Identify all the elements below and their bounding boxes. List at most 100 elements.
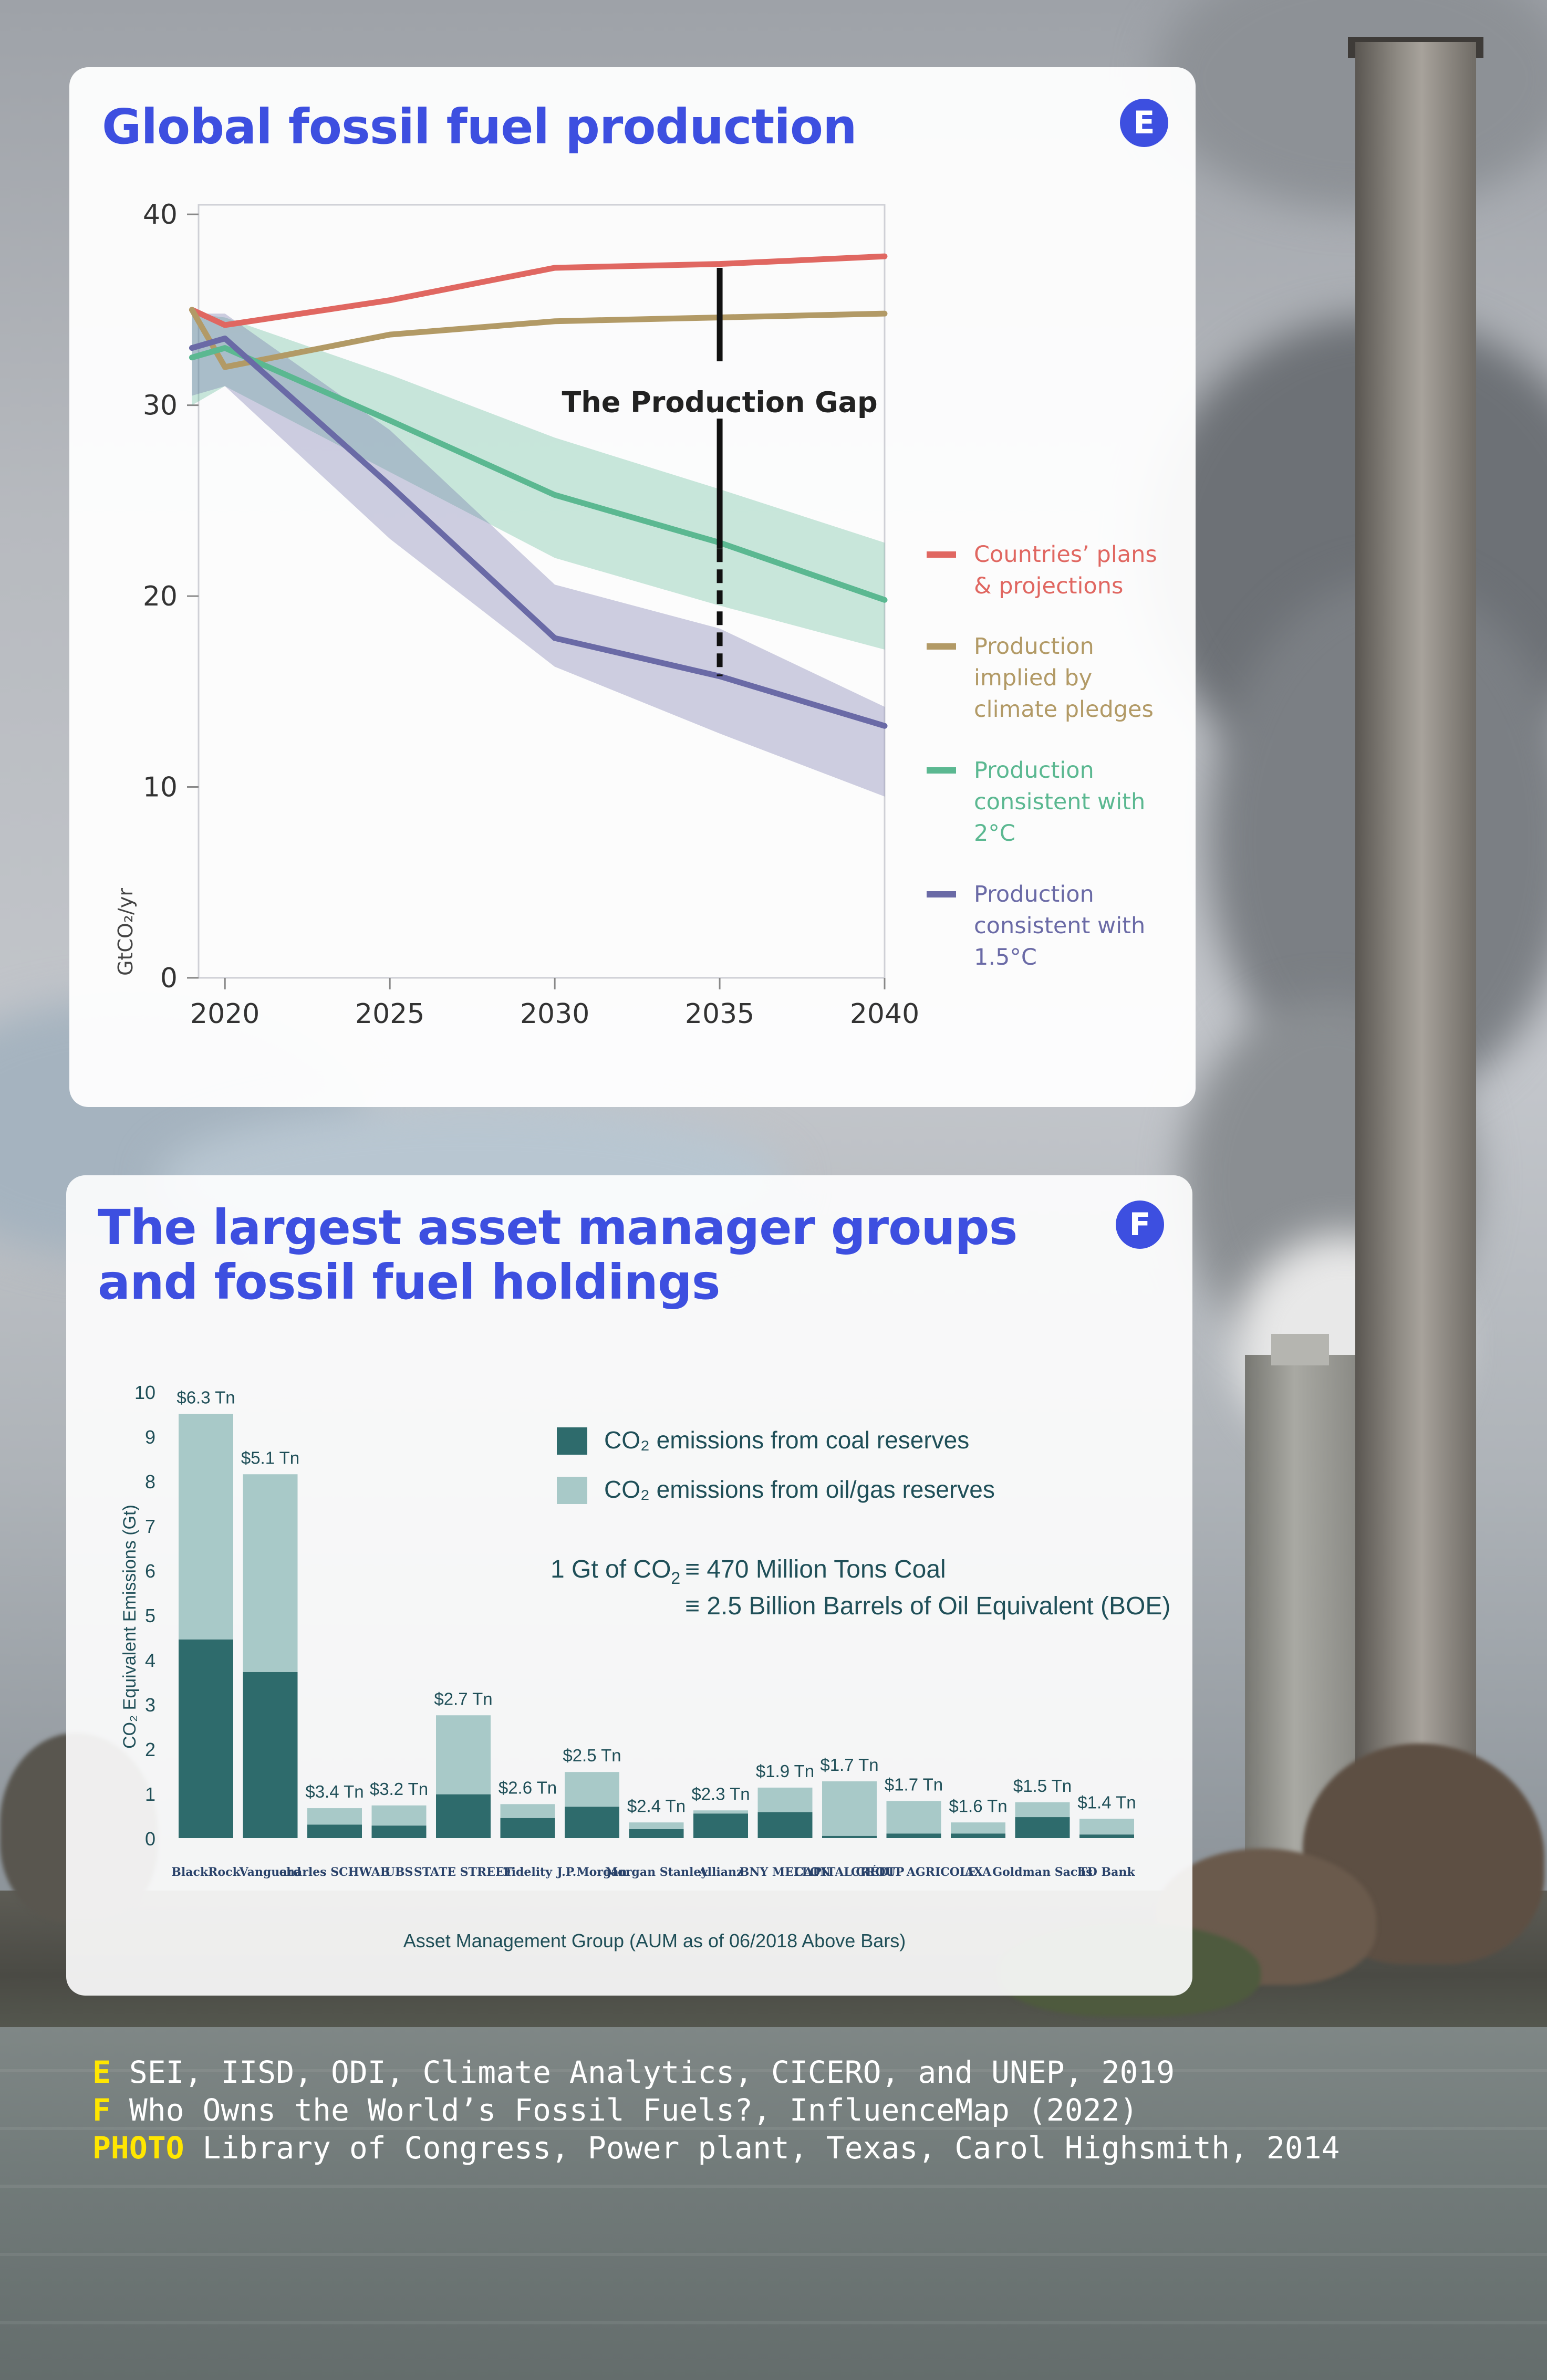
coal-bar	[243, 1672, 298, 1838]
aum-label: $1.5 Tn	[1013, 1776, 1072, 1796]
manager-logo-label: Goldman Sachs	[992, 1865, 1092, 1879]
manager-logo-label: TD Bank	[1078, 1865, 1135, 1879]
credit-tag: PHOTO	[92, 2130, 184, 2166]
oilgas-bar	[436, 1715, 491, 1794]
coal-bar	[179, 1639, 233, 1838]
series-line	[189, 253, 888, 328]
oilgas-bar	[565, 1772, 619, 1807]
coal-bar	[951, 1833, 1005, 1838]
x-tick-label: 2030	[520, 998, 589, 1030]
y-tick-label: 40	[143, 199, 178, 231]
lake-water	[0, 2027, 1547, 2380]
x-tick-label: 2040	[850, 998, 919, 1030]
y-tick-label: 2	[145, 1739, 155, 1760]
legend-label: 1.5°C	[974, 944, 1037, 970]
oilgas-bar	[500, 1804, 555, 1818]
series-line	[189, 307, 888, 370]
coal-bar	[822, 1835, 877, 1838]
y-tick-label: 3	[145, 1694, 155, 1716]
oilgas-bar	[886, 1801, 941, 1834]
y-tick-label: 0	[145, 1828, 155, 1850]
coal-bar	[565, 1807, 619, 1838]
aum-label: $3.2 Tn	[370, 1779, 428, 1799]
y-tick-label: 6	[145, 1560, 155, 1582]
conversion-coal: ≡ 470 Million Tons Coal	[685, 1556, 946, 1583]
y-tick-label: 0	[160, 963, 178, 994]
oilgas-bar	[307, 1808, 362, 1825]
credit-tag: E	[92, 2054, 111, 2090]
legend-label: CO₂ emissions from oil/gas reserves	[604, 1476, 995, 1503]
source-credits: E SEI, IISD, ODI, Climate Analytics, CIC…	[92, 2053, 1511, 2167]
oilgas-bar	[179, 1414, 233, 1640]
coal-bar	[1079, 1834, 1134, 1838]
aum-label: $2.5 Tn	[563, 1746, 621, 1765]
legend-label: & projections	[974, 573, 1123, 599]
coal-bar	[500, 1818, 555, 1838]
aum-label: $3.4 Tn	[305, 1782, 364, 1801]
manager-logo-label: BNY MELLON	[740, 1865, 830, 1879]
aum-label: $1.7 Tn	[820, 1755, 878, 1774]
legend-swatch	[557, 1477, 587, 1504]
panel-badge: F	[1116, 1201, 1164, 1249]
coal-bar	[886, 1833, 941, 1838]
oilgas-bar	[1015, 1802, 1070, 1818]
x-tick-label: 2035	[685, 998, 754, 1030]
x-axis-label: Asset Management Group (AUM as of 06/201…	[403, 1930, 906, 1951]
aum-label: $2.7 Tn	[434, 1689, 492, 1708]
aum-label: $1.4 Tn	[1077, 1792, 1136, 1812]
aum-label: $5.1 Tn	[241, 1448, 299, 1467]
uncertainty-band	[192, 314, 885, 650]
manager-logo-label: AXA	[964, 1865, 992, 1879]
panel-title: Global fossil fuel production	[102, 99, 857, 155]
manager-logo-label: Vanguard	[239, 1865, 302, 1879]
coal-bar	[436, 1794, 491, 1838]
x-tick-label: 2025	[355, 998, 424, 1030]
credit-text: SEI, IISD, ODI, Climate Analytics, CICER…	[110, 2054, 1175, 2090]
y-tick-label: 10	[134, 1382, 155, 1403]
oilgas-bar	[1079, 1819, 1134, 1835]
series-line	[189, 345, 888, 603]
series-line	[189, 335, 888, 729]
aum-label: $2.3 Tn	[691, 1784, 750, 1803]
credit-text: Who Owns the World’s Fossil Fuels?, Infl…	[110, 2092, 1138, 2128]
legend-label: Production	[974, 881, 1094, 907]
legend-label: implied by	[974, 665, 1092, 691]
y-axis-label: CO₂ Equivalent Emissions (Gt)	[120, 1505, 140, 1749]
y-tick-label: 20	[143, 581, 178, 612]
manager-logo-label: J.P.Morgan	[556, 1865, 627, 1879]
manager-logo-label: BlackRock	[171, 1865, 241, 1879]
panel-badge: E	[1120, 99, 1168, 147]
credit-line: F Who Owns the World’s Fossil Fuels?, In…	[92, 2091, 1511, 2129]
asset-manager-panel: The largest asset manager groups and fos…	[66, 1175, 1192, 1996]
aum-label: $1.7 Tn	[885, 1774, 943, 1794]
coal-bar	[693, 1813, 748, 1838]
production-gap-label: The Production Gap	[562, 386, 877, 419]
manager-logo-label: Fidelity	[503, 1865, 553, 1879]
coal-bar	[307, 1824, 362, 1838]
coal-bar	[371, 1825, 427, 1838]
legend-label: climate pledges	[974, 696, 1154, 723]
y-tick-label: 4	[145, 1650, 155, 1671]
manager-logo-label: CRÉDIT AGRICOLE	[851, 1865, 977, 1879]
manager-logo-label: UBS	[385, 1865, 413, 1879]
coal-bar	[1015, 1817, 1070, 1838]
legend-label: Production	[974, 633, 1094, 660]
y-tick-label: 30	[143, 390, 178, 422]
conversion-lead: 1 Gt of CO2	[551, 1556, 680, 1588]
legend-swatch	[557, 1427, 587, 1455]
oilgas-bar	[822, 1781, 877, 1836]
legend-label: CO₂ emissions from coal reserves	[604, 1426, 969, 1454]
legend-label: Production	[974, 757, 1094, 784]
coal-bar	[757, 1812, 813, 1838]
oilgas-bar	[629, 1822, 684, 1829]
smokestack	[1355, 42, 1476, 1880]
aum-label: $1.6 Tn	[949, 1796, 1007, 1815]
y-tick-label: 9	[145, 1426, 155, 1448]
legend-label: 2°C	[974, 820, 1015, 847]
y-tick-label: 7	[145, 1516, 155, 1537]
oilgas-bar	[757, 1787, 813, 1812]
panel-title: The largest asset manager groups and fos…	[98, 1201, 1043, 1310]
oilgas-bar	[951, 1822, 1005, 1834]
aum-label: $2.6 Tn	[499, 1778, 557, 1797]
